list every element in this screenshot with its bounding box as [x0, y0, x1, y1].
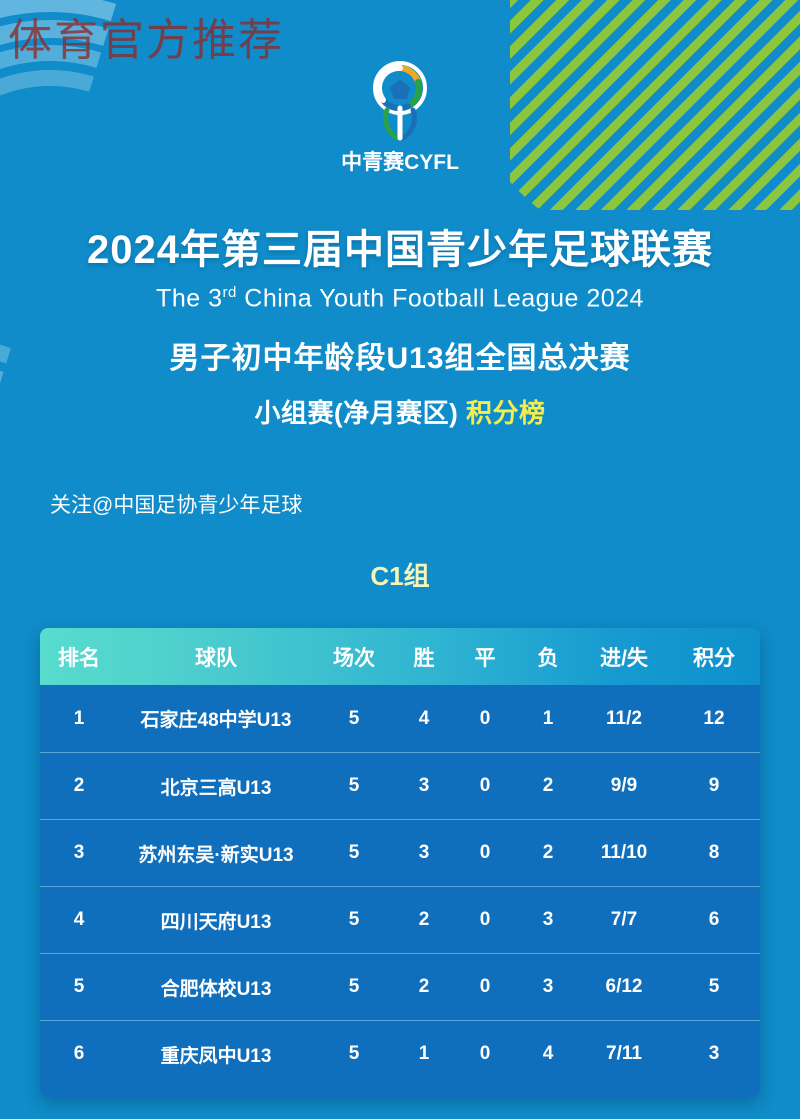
cell-gf-ga: 6/12	[605, 976, 643, 997]
column-header-team: 球队	[195, 646, 237, 670]
cell-played: 5	[348, 909, 360, 930]
group-label: C1组	[370, 561, 430, 591]
cell-gf-ga: 7/11	[606, 1043, 642, 1064]
cell-gf-ga: 7/7	[610, 909, 638, 930]
cell-win: 1	[418, 1043, 430, 1064]
cell-win: 4	[418, 707, 430, 729]
cell-draw: 0	[479, 1043, 491, 1064]
cell-win: 2	[418, 909, 430, 930]
cell-played: 5	[348, 976, 360, 997]
cell-loss: 1	[542, 707, 554, 729]
cell-points: 8	[708, 842, 720, 863]
cell-team: 苏州东吴·新实U13	[138, 844, 294, 866]
subtitle-stage-plain: 小组赛(净月赛区)	[254, 398, 467, 429]
cell-draw: 0	[479, 775, 491, 796]
cell-gf-ga: 11/10	[600, 842, 648, 863]
cell-loss: 2	[542, 842, 554, 863]
cell-rank: 3	[73, 842, 85, 863]
title-en-ordinal: rd	[222, 284, 237, 301]
cell-points: 6	[708, 909, 720, 930]
league-logo: 中青赛CYFL	[0, 58, 800, 176]
table-row: 2 北京三高U13 5 3 0 2 9/9 9	[40, 752, 760, 819]
follow-handle: 关注@中国足协青少年足球	[50, 494, 303, 517]
cell-rank: 2	[73, 775, 85, 796]
cell-rank: 6	[73, 1043, 85, 1064]
table-row: 6 重庆凤中U13 5 1 0 4 7/11 3	[40, 1020, 760, 1087]
cell-win: 3	[418, 775, 430, 796]
subtitle-stage-highlight: 积分榜	[466, 398, 546, 429]
cyfl-emblem-icon	[373, 61, 427, 141]
table-row: 5 合肥体校U13 5 2 0 3 6/12 5	[40, 953, 760, 1020]
column-header-played: 场次	[333, 646, 375, 670]
cell-draw: 0	[479, 842, 491, 863]
cell-team: 重庆凤中U13	[160, 1045, 272, 1067]
cell-points: 9	[708, 775, 720, 796]
cell-loss: 3	[542, 909, 554, 930]
cell-win: 3	[418, 842, 430, 863]
cell-points: 12	[703, 707, 725, 729]
cell-points: 5	[708, 976, 720, 997]
column-header-goals: 进/失	[600, 646, 648, 670]
title-en-before: The 3	[156, 284, 223, 313]
title-en-after: China Youth Football League 2024	[236, 284, 644, 313]
cell-draw: 0	[479, 976, 491, 997]
cell-team: 四川天府U13	[160, 911, 272, 933]
page-title-cn: 2024年第三届中国青少年足球联赛	[87, 228, 713, 272]
table-row: 4 四川天府U13 5 2 0 3 7/7 6	[40, 886, 760, 953]
cell-points: 3	[708, 1043, 720, 1064]
column-header-rank: 排名	[58, 646, 100, 670]
column-header-draw: 平	[474, 646, 496, 670]
page-title-en: The 3rd China Youth Football League 2024	[0, 284, 800, 313]
cell-played: 5	[348, 842, 360, 863]
cell-played: 5	[348, 707, 360, 729]
cell-draw: 0	[479, 909, 491, 930]
cell-rank: 1	[73, 707, 85, 729]
column-header-points: 积分	[693, 646, 735, 670]
standings-table: 排名 球队 场次 胜 平 负 进/失 积分 1 石家庄48中学U13 5 4 0 1 11/…	[40, 628, 760, 1097]
cell-played: 5	[348, 1043, 360, 1064]
cell-rank: 5	[73, 976, 85, 997]
cell-gf-ga: 11/2	[606, 707, 642, 729]
cell-team: 合肥体校U13	[160, 978, 272, 1000]
cell-rank: 4	[73, 909, 85, 930]
title-block: 2024年第三届中国青少年足球联赛 The 3rd China Youth Fo…	[0, 228, 800, 430]
table-row: 1 石家庄48中学U13 5 4 0 1 11/2 12	[40, 685, 760, 752]
subtitle-stage: 小组赛(净月赛区) 积分榜	[0, 393, 800, 430]
cell-gf-ga: 9/9	[610, 775, 638, 796]
column-header-loss: 负	[537, 646, 559, 670]
table-row: 3 苏州东吴·新实U13 5 3 0 2 11/10 8	[40, 819, 760, 886]
watermark-text: 体育官方推荐	[8, 16, 284, 65]
table-header-row: 排名 球队 场次 胜 平 负 进/失 积分	[40, 628, 760, 685]
cell-team: 北京三高U13	[160, 777, 272, 799]
cell-loss: 4	[542, 1043, 554, 1064]
subtitle-division: 男子初中年龄段U13组全国总决赛	[169, 342, 631, 376]
table-body: 1 石家庄48中学U13 5 4 0 1 11/2 12 2 北京三高U13 5 3 0 2 9/9 9 3 苏州…	[40, 685, 760, 1097]
cell-played: 5	[348, 775, 360, 796]
cell-loss: 2	[542, 775, 554, 796]
cell-draw: 0	[479, 707, 491, 729]
column-header-win: 胜	[413, 646, 435, 670]
cell-loss: 3	[542, 976, 554, 997]
logo-text: 中青赛CYFL	[341, 151, 459, 174]
cell-win: 2	[418, 976, 430, 997]
cell-team: 石家庄48中学U13	[140, 710, 292, 731]
